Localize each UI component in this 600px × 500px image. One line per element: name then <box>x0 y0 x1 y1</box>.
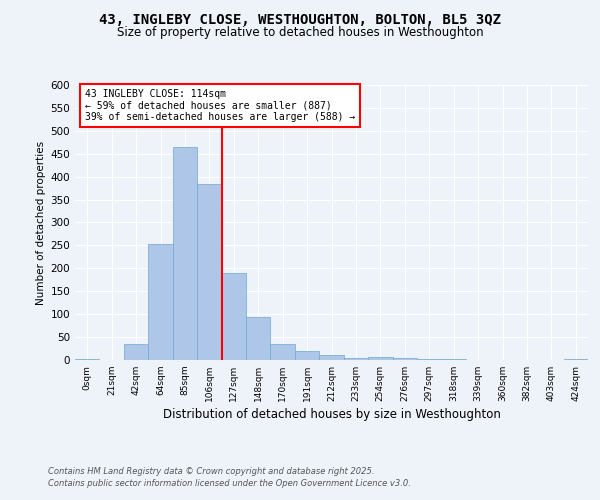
Bar <box>148 244 173 360</box>
Bar <box>124 344 148 360</box>
Bar <box>344 358 368 360</box>
Bar <box>221 273 246 360</box>
Bar <box>295 351 319 360</box>
Text: Contains public sector information licensed under the Open Government Licence v3: Contains public sector information licen… <box>48 479 411 488</box>
Text: 43, INGLEBY CLOSE, WESTHOUGHTON, BOLTON, BL5 3QZ: 43, INGLEBY CLOSE, WESTHOUGHTON, BOLTON,… <box>99 12 501 26</box>
X-axis label: Distribution of detached houses by size in Westhoughton: Distribution of detached houses by size … <box>163 408 500 421</box>
Bar <box>392 358 417 360</box>
Bar <box>197 184 221 360</box>
Bar <box>319 354 344 360</box>
Text: 43 INGLEBY CLOSE: 114sqm
← 59% of detached houses are smaller (887)
39% of semi-: 43 INGLEBY CLOSE: 114sqm ← 59% of detach… <box>85 89 356 122</box>
Y-axis label: Number of detached properties: Number of detached properties <box>36 140 46 304</box>
Bar <box>246 318 271 360</box>
Bar <box>271 344 295 360</box>
Text: Contains HM Land Registry data © Crown copyright and database right 2025.: Contains HM Land Registry data © Crown c… <box>48 468 374 476</box>
Bar <box>368 357 392 360</box>
Bar <box>417 359 442 360</box>
Text: Size of property relative to detached houses in Westhoughton: Size of property relative to detached ho… <box>116 26 484 39</box>
Bar <box>563 358 588 360</box>
Bar <box>75 358 100 360</box>
Bar <box>442 358 466 360</box>
Bar <box>173 147 197 360</box>
